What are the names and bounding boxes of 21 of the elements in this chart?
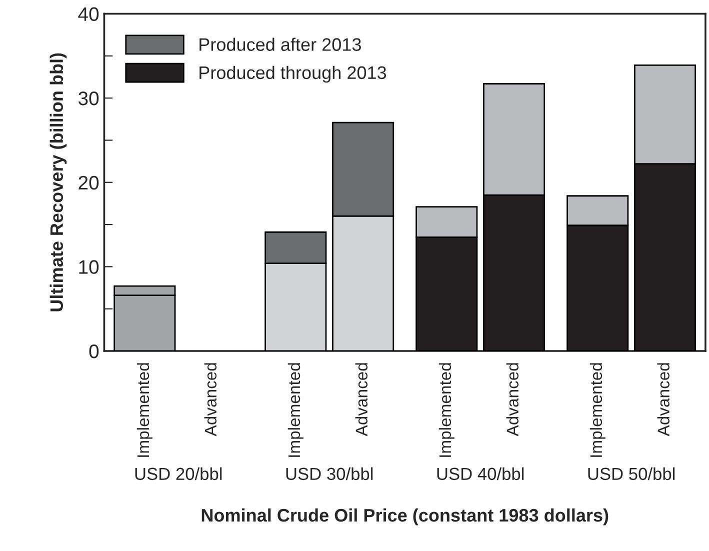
y-tick-label: 20	[78, 176, 99, 190]
x-tick-label: Implemented	[288, 363, 304, 457]
x-tick-label: Advanced	[657, 363, 670, 436]
x-tick-label: Implemented	[438, 363, 454, 457]
y-axis-title: Ultimate Recovery (billion bbl)	[50, 53, 67, 312]
y-tick-label: 30	[78, 92, 99, 106]
legend-label: Produced through 2013	[200, 66, 386, 83]
text: USD 20/bbl	[135, 467, 222, 480]
x-tick-label: Advanced	[204, 363, 217, 436]
x-tick-label: Advanced	[355, 363, 368, 436]
y-tick-label: 0	[89, 344, 99, 358]
legend-label: Produced after 2013	[200, 38, 361, 51]
y-tick-label: 10	[79, 260, 99, 274]
text: USD 40/bbl	[437, 467, 524, 480]
x-tick-label: Advanced	[506, 363, 519, 436]
text: USD 30/bbl	[286, 467, 373, 480]
x-axis-title: Nominal Crude Oil Price (constant 1983 dollars)	[202, 508, 608, 526]
text: USD 50/bbl	[588, 467, 675, 480]
x-tick-label: Implemented	[590, 363, 606, 457]
y-tick-label: 40	[78, 7, 99, 22]
x-tick-label: Implemented	[136, 363, 152, 457]
